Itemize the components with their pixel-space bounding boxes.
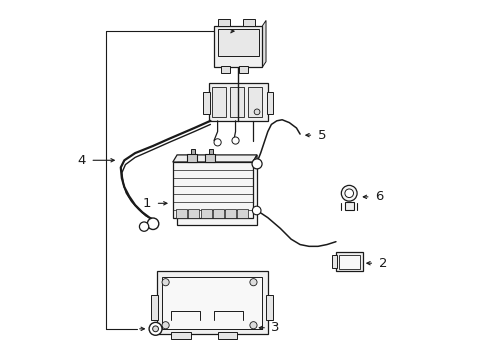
Bar xyxy=(204,154,215,162)
Bar xyxy=(214,26,262,67)
Polygon shape xyxy=(252,155,257,218)
Text: 6: 6 xyxy=(374,190,383,203)
Bar xyxy=(177,162,257,225)
Bar xyxy=(208,83,267,121)
Bar xyxy=(176,209,187,218)
Bar xyxy=(217,332,237,338)
Bar xyxy=(212,209,223,218)
Circle shape xyxy=(139,222,148,231)
Circle shape xyxy=(341,185,356,201)
Polygon shape xyxy=(262,21,265,67)
Bar xyxy=(208,149,212,154)
Bar xyxy=(190,149,195,154)
Circle shape xyxy=(254,109,260,115)
Bar xyxy=(237,209,247,218)
Bar xyxy=(156,271,267,334)
Circle shape xyxy=(344,189,353,198)
Circle shape xyxy=(252,206,261,215)
Bar xyxy=(171,332,190,338)
Circle shape xyxy=(249,279,257,286)
Bar xyxy=(188,209,199,218)
Circle shape xyxy=(149,322,162,335)
Bar xyxy=(239,66,247,73)
Bar xyxy=(212,87,225,117)
Bar xyxy=(335,252,362,271)
Bar xyxy=(230,87,244,117)
Bar xyxy=(344,202,353,211)
Text: 2: 2 xyxy=(378,257,386,270)
Bar xyxy=(242,19,255,26)
Circle shape xyxy=(231,137,239,144)
Circle shape xyxy=(249,321,257,329)
Text: 5: 5 xyxy=(317,129,325,142)
Text: 3: 3 xyxy=(271,321,279,334)
Circle shape xyxy=(152,326,158,332)
Bar xyxy=(266,92,273,114)
Text: 1: 1 xyxy=(142,197,151,210)
Bar xyxy=(331,255,336,268)
Circle shape xyxy=(162,279,169,286)
Circle shape xyxy=(251,159,262,169)
Bar xyxy=(162,277,262,329)
Bar xyxy=(338,255,359,269)
Bar xyxy=(217,30,258,56)
Bar xyxy=(172,162,252,218)
Text: 4: 4 xyxy=(78,154,86,167)
Circle shape xyxy=(147,218,159,229)
Polygon shape xyxy=(172,155,257,162)
Bar xyxy=(247,87,261,117)
Bar xyxy=(187,154,197,162)
Bar xyxy=(200,209,211,218)
Bar xyxy=(265,295,273,320)
Bar xyxy=(221,66,230,73)
Bar xyxy=(217,19,230,26)
Circle shape xyxy=(162,321,169,329)
Bar xyxy=(203,92,209,114)
Bar xyxy=(151,295,158,320)
Circle shape xyxy=(214,139,221,146)
Bar xyxy=(224,209,235,218)
